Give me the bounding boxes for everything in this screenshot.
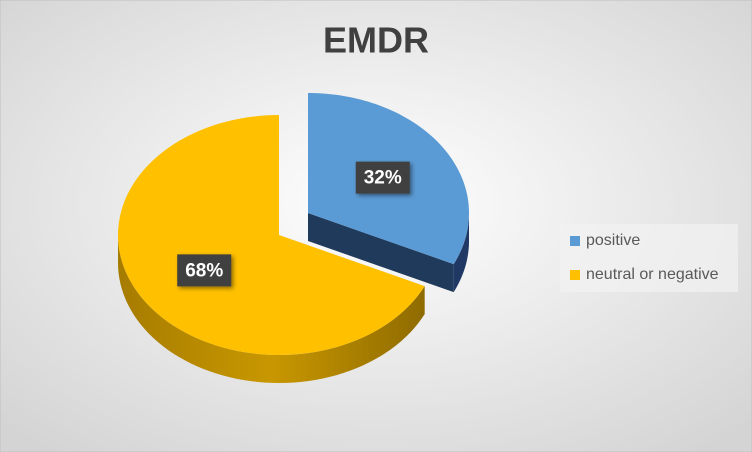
pie: 32% 68% bbox=[118, 93, 469, 383]
legend bbox=[560, 224, 738, 292]
slice-top bbox=[118, 115, 425, 355]
chart-title: EMDR bbox=[323, 20, 429, 61]
legend-items: positive neutral or negative bbox=[570, 232, 719, 283]
data-label: 32% bbox=[364, 168, 402, 189]
legend-swatch bbox=[570, 270, 580, 280]
data-label-box bbox=[355, 161, 410, 194]
slice-cut-face bbox=[308, 213, 454, 293]
legend-label: positive bbox=[586, 232, 640, 249]
slice-side bbox=[453, 213, 469, 293]
slice bbox=[118, 115, 425, 383]
slice-side bbox=[118, 235, 425, 383]
data-label-box bbox=[177, 254, 232, 287]
legend-swatch bbox=[570, 236, 580, 246]
data-label: 68% bbox=[185, 260, 223, 281]
legend-label: neutral or negative bbox=[586, 266, 719, 283]
